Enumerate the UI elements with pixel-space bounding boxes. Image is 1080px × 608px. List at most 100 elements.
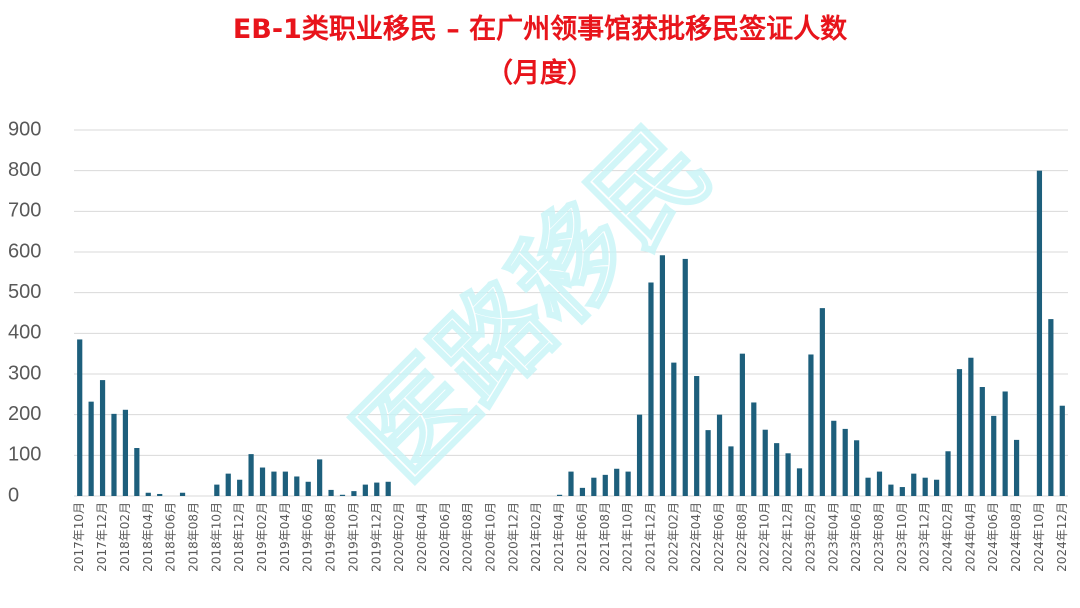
bar (979, 387, 985, 496)
x-tick-label: 2024年02月 (941, 502, 955, 572)
x-tick-label: 2021年10月 (621, 502, 635, 572)
bar (716, 414, 723, 496)
bar (728, 446, 734, 496)
x-tick-label: 2022年10月 (758, 502, 772, 572)
y-tick-label: 400 (8, 322, 41, 344)
bar (579, 487, 586, 496)
x-tick-label: 2023年12月 (918, 502, 932, 572)
x-tick-label: 2021年06月 (575, 502, 589, 572)
x-tick-label: 2022年06月 (712, 502, 726, 572)
x-tick-label: 2021年08月 (598, 502, 612, 572)
x-tick-label: 2023年04月 (826, 502, 840, 572)
bar (317, 459, 323, 496)
bar (911, 473, 917, 496)
bar (362, 484, 368, 496)
bar (659, 255, 666, 496)
x-tick-label: 2019年08月 (324, 502, 338, 572)
bar (648, 282, 654, 496)
bar (968, 357, 974, 496)
x-tick-label: 2022年04月 (689, 502, 703, 572)
x-tick-label: 2018年06月 (164, 502, 178, 572)
bar (602, 474, 608, 496)
x-tick-label: 2024年10月 (1032, 502, 1046, 572)
bar (225, 473, 231, 496)
bar (1059, 405, 1065, 496)
bar (385, 481, 391, 496)
bar (854, 440, 860, 496)
x-tick-label: 2023年06月 (849, 502, 863, 572)
bar (671, 362, 677, 496)
bar (808, 354, 814, 496)
x-tick-label: 2023年10月 (895, 502, 909, 572)
y-tick-label: 200 (8, 403, 41, 425)
x-tick-label: 2024年04月 (963, 502, 977, 572)
x-tick-label: 2021年12月 (643, 502, 657, 572)
x-tick-label: 2023年08月 (872, 502, 886, 572)
bar (248, 454, 254, 496)
bar (339, 494, 346, 496)
y-tick-label: 600 (8, 240, 41, 262)
bar (694, 376, 700, 496)
bar (876, 471, 883, 496)
bar (1036, 170, 1043, 496)
bar (899, 487, 905, 496)
chart-subtitle: （月度） (486, 57, 594, 89)
bar (157, 493, 163, 496)
x-tick-label: 2022年08月 (735, 502, 749, 572)
y-tick-label: 300 (8, 362, 41, 384)
x-tick-label: 2020年04月 (415, 502, 429, 572)
bar (179, 492, 186, 496)
x-tick-label: 2024年08月 (1009, 502, 1023, 572)
x-tick-label: 2022年02月 (666, 502, 680, 572)
x-tick-label: 2018年02月 (118, 502, 132, 572)
x-tick-label: 2019年12月 (369, 502, 383, 572)
bar (819, 308, 825, 496)
bar (796, 468, 803, 496)
x-tick-label: 2017年10月 (72, 502, 86, 572)
x-tick-label: 2024年12月 (1055, 502, 1069, 572)
bar (934, 479, 940, 496)
x-tick-label: 2020年02月 (392, 502, 406, 572)
y-tick-label: 900 (8, 118, 41, 140)
bar (1002, 391, 1008, 496)
bar (751, 402, 757, 496)
x-tick-label: 2024年06月 (986, 502, 1000, 572)
bar (328, 489, 334, 496)
bar (842, 428, 848, 496)
bar (739, 353, 745, 496)
bar (556, 494, 563, 496)
bar (271, 471, 277, 496)
x-tick-label: 2019年10月 (346, 502, 360, 572)
y-tick-label: 800 (8, 159, 41, 181)
bar (591, 477, 597, 496)
chart-title: EB-1类职业移民 – 在广州领事馆获批移民签证人数 (233, 13, 848, 45)
bar (214, 484, 220, 496)
bar (134, 448, 140, 496)
bar (762, 429, 768, 496)
bar (351, 491, 357, 496)
y-tick-label: 500 (8, 281, 41, 303)
bar (88, 401, 94, 496)
x-tick-label: 2019年02月 (255, 502, 269, 572)
bar (374, 482, 380, 496)
x-tick-label: 2018年12月 (232, 502, 246, 572)
bar (991, 415, 997, 496)
x-tick-label: 2021年02月 (529, 502, 543, 572)
x-tick-label: 2021年04月 (552, 502, 566, 572)
x-tick-label: 2018年10月 (209, 502, 223, 572)
x-tick-label: 2023年02月 (803, 502, 817, 572)
x-tick-label: 2020年12月 (506, 502, 520, 572)
bar (705, 430, 711, 496)
bar (888, 484, 894, 496)
bar (1048, 319, 1054, 496)
bar (945, 451, 951, 496)
bar (614, 468, 620, 496)
x-tick-label: 2020年08月 (461, 502, 475, 572)
bar (122, 409, 129, 496)
bar (77, 339, 83, 496)
y-tick-label: 0 (8, 484, 19, 506)
bar (682, 258, 688, 496)
x-tick-label: 2017年12月 (95, 502, 109, 572)
bar (785, 453, 791, 496)
